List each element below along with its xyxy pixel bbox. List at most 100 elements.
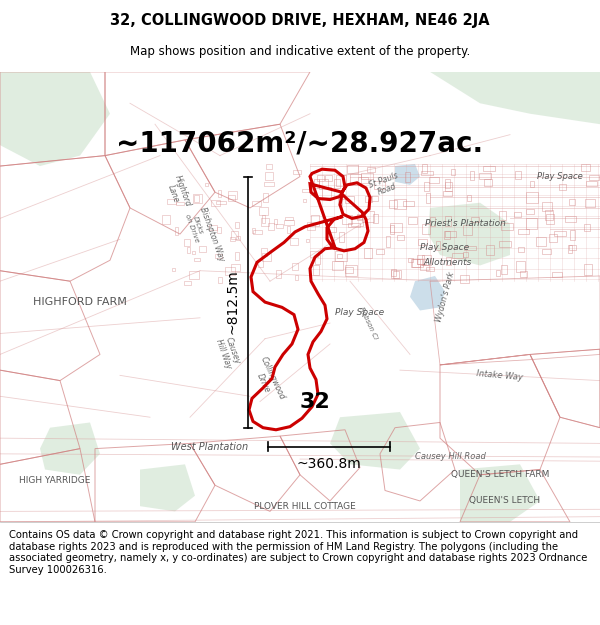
Text: Causey Hill Road: Causey Hill Road bbox=[415, 452, 485, 461]
Bar bbox=[364, 248, 372, 258]
Bar bbox=[218, 190, 221, 198]
Text: Play Space: Play Space bbox=[537, 172, 583, 181]
Bar bbox=[337, 254, 342, 258]
Bar bbox=[189, 271, 199, 279]
Bar bbox=[334, 179, 340, 188]
Text: QUEEN'S LETCH: QUEEN'S LETCH bbox=[469, 496, 541, 506]
Bar bbox=[552, 272, 562, 277]
Bar bbox=[569, 199, 575, 205]
Bar bbox=[335, 251, 347, 261]
Bar bbox=[162, 215, 170, 224]
Text: Dicks
on Drive: Dicks on Drive bbox=[184, 211, 206, 243]
Bar bbox=[499, 211, 506, 221]
Text: HIGHFORD FARM: HIGHFORD FARM bbox=[33, 297, 127, 307]
Bar bbox=[216, 201, 226, 204]
Bar bbox=[307, 221, 315, 230]
Bar bbox=[265, 173, 273, 179]
Bar bbox=[386, 236, 390, 247]
Text: St Pauls
Road: St Pauls Road bbox=[367, 171, 403, 199]
Bar bbox=[463, 224, 472, 235]
Bar bbox=[393, 271, 399, 278]
Bar bbox=[408, 217, 417, 224]
Bar bbox=[405, 173, 410, 182]
Bar bbox=[554, 231, 566, 236]
Bar bbox=[545, 210, 553, 221]
Bar bbox=[471, 217, 479, 221]
Bar bbox=[252, 228, 255, 233]
Bar bbox=[542, 202, 552, 211]
Bar bbox=[293, 170, 301, 174]
Text: Contains OS data © Crown copyright and database right 2021. This information is : Contains OS data © Crown copyright and d… bbox=[9, 530, 587, 575]
Bar bbox=[339, 232, 344, 242]
Bar bbox=[501, 266, 507, 274]
Polygon shape bbox=[410, 276, 445, 311]
Bar bbox=[403, 201, 414, 206]
Bar bbox=[445, 216, 451, 226]
Bar bbox=[373, 214, 378, 222]
Polygon shape bbox=[428, 202, 510, 266]
Text: Causey
Hill Way: Causey Hill Way bbox=[214, 334, 242, 370]
Text: ~812.5m: ~812.5m bbox=[226, 270, 240, 334]
Bar bbox=[411, 259, 423, 266]
Bar bbox=[484, 179, 492, 186]
Text: Robson Cl: Robson Cl bbox=[358, 306, 378, 340]
Bar bbox=[302, 189, 309, 192]
Bar bbox=[516, 261, 525, 272]
Bar bbox=[584, 224, 590, 231]
Bar bbox=[422, 255, 431, 266]
Bar bbox=[463, 252, 468, 257]
Bar bbox=[362, 211, 374, 221]
Bar bbox=[167, 199, 176, 204]
Bar bbox=[518, 247, 524, 252]
Bar bbox=[345, 266, 353, 272]
Bar bbox=[259, 207, 268, 215]
Bar bbox=[361, 173, 373, 179]
Bar bbox=[268, 222, 274, 230]
Bar bbox=[263, 193, 268, 202]
Bar bbox=[228, 191, 237, 199]
Bar bbox=[184, 239, 190, 246]
Bar bbox=[345, 196, 354, 202]
Bar bbox=[329, 227, 336, 232]
Bar bbox=[192, 251, 195, 254]
Bar bbox=[530, 181, 534, 187]
Text: ~117062m²/~28.927ac.: ~117062m²/~28.927ac. bbox=[116, 129, 484, 157]
Bar bbox=[194, 196, 199, 202]
Bar bbox=[231, 231, 238, 239]
Bar bbox=[230, 238, 235, 241]
Bar bbox=[518, 229, 529, 234]
Bar bbox=[306, 239, 309, 242]
Bar bbox=[445, 182, 452, 191]
Bar bbox=[315, 255, 320, 264]
Bar bbox=[276, 224, 283, 228]
Bar bbox=[290, 238, 298, 244]
Text: Allotments: Allotments bbox=[424, 258, 472, 267]
Bar bbox=[559, 184, 566, 190]
Bar bbox=[205, 182, 208, 186]
Bar bbox=[546, 214, 554, 224]
Bar bbox=[397, 235, 404, 241]
Text: West Plantation: West Plantation bbox=[172, 441, 248, 451]
Bar bbox=[430, 217, 435, 226]
Bar bbox=[568, 244, 572, 253]
Bar bbox=[235, 252, 239, 260]
Bar bbox=[314, 179, 319, 188]
Bar bbox=[536, 238, 546, 246]
Bar bbox=[496, 269, 500, 276]
Bar bbox=[176, 202, 184, 205]
Bar bbox=[284, 221, 294, 224]
Bar bbox=[426, 266, 434, 271]
Bar bbox=[514, 212, 521, 218]
Bar bbox=[422, 224, 430, 234]
Bar bbox=[549, 234, 557, 242]
Bar bbox=[303, 199, 306, 202]
Text: Map shows position and indicative extent of the property.: Map shows position and indicative extent… bbox=[130, 45, 470, 58]
Bar bbox=[262, 215, 265, 222]
Bar bbox=[274, 219, 277, 224]
Bar bbox=[391, 269, 396, 276]
Bar bbox=[460, 275, 469, 283]
Bar bbox=[526, 218, 537, 229]
Text: Intake Way: Intake Way bbox=[476, 369, 524, 382]
Bar bbox=[172, 268, 175, 271]
Bar bbox=[374, 181, 385, 189]
